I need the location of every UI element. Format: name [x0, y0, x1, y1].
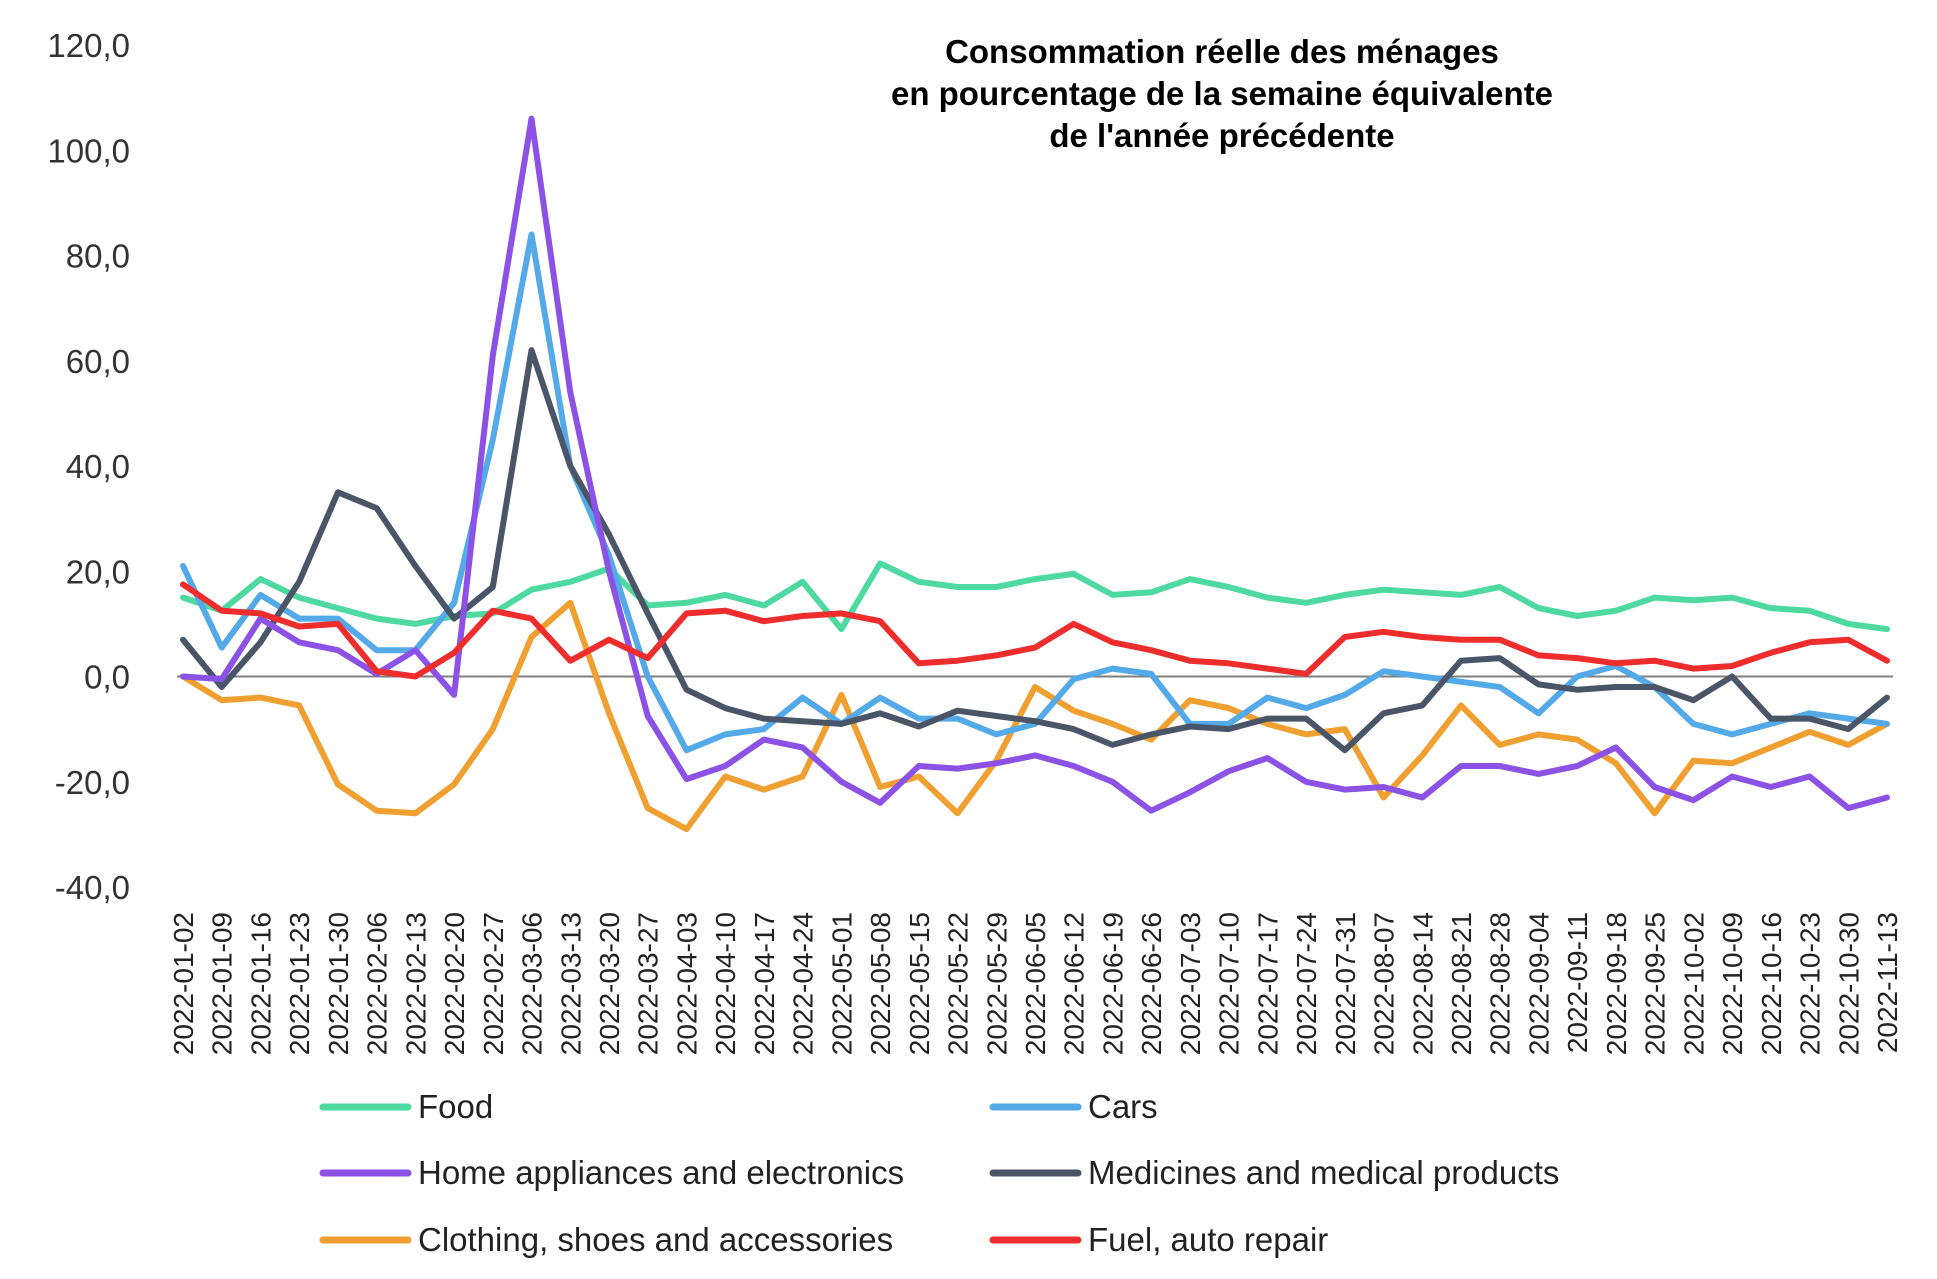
x-tick-label: 2022-02-27 — [478, 912, 509, 1055]
y-tick-label: 40,0 — [66, 448, 130, 485]
x-tick-label: 2022-08-28 — [1485, 912, 1516, 1055]
x-tick-label: 2022-08-14 — [1407, 912, 1438, 1055]
legend-item-home-appliances-and-electronics: Home appliances and electronics — [319, 1154, 904, 1191]
y-tick-label: 0,0 — [84, 659, 130, 696]
x-tick-label: 2022-04-24 — [788, 912, 819, 1055]
y-tick-label: 60,0 — [66, 343, 130, 380]
legend: Food Cars Home appliances and electronics M… — [319, 1088, 1559, 1258]
y-tick-label: 100,0 — [47, 132, 130, 169]
series-line-clothing-shoes-and-accessories — [180, 599, 1890, 833]
x-tick-label: 2022-01-02 — [168, 912, 199, 1055]
series-line-fuel-auto-repair — [180, 581, 1890, 680]
x-tick-label: 2022-09-04 — [1523, 912, 1554, 1055]
x-tick-label: 2022-10-09 — [1717, 912, 1748, 1055]
x-tick-label: 2022-06-19 — [1097, 912, 1128, 1055]
legend-label: Cars — [1088, 1088, 1158, 1125]
y-tick-label: 80,0 — [66, 238, 130, 275]
chart-title: Consommation réelle des ménages en pourc… — [891, 33, 1553, 154]
x-tick-label: 2022-08-21 — [1446, 912, 1477, 1055]
x-tick-label: 2022-04-17 — [749, 912, 780, 1055]
x-tick-label: 2022-09-18 — [1601, 912, 1632, 1055]
y-tick-label: -40,0 — [55, 869, 130, 906]
series-line-food — [180, 560, 1890, 633]
x-tick-label: 2022-02-20 — [439, 912, 470, 1055]
legend-label: Home appliances and electronics — [418, 1154, 904, 1191]
legend-label: Food — [418, 1088, 493, 1125]
x-tick-label: 2022-01-30 — [323, 912, 354, 1055]
x-tick-label: 2022-03-13 — [555, 912, 586, 1055]
y-axis: 120,0 100,0 80,0 60,0 40,0 20,0 0,0 -20,0 -40,0 — [47, 27, 130, 906]
x-tick-label: 2022-06-05 — [1020, 912, 1051, 1055]
y-tick-label: 120,0 — [47, 27, 130, 64]
x-axis: 2022-01-02 2022-01-09 2022-01-16 2022-01-23… — [168, 912, 1903, 1055]
chart-title-line-2: en pourcentage de la semaine équivalente — [891, 75, 1553, 112]
x-tick-label: 2022-09-25 — [1640, 912, 1671, 1055]
legend-item-medicines-and-medical-products: Medicines and medical products — [989, 1154, 1559, 1191]
x-tick-label: 2022-03-27 — [633, 912, 664, 1055]
x-tick-label: 2022-05-22 — [943, 912, 974, 1055]
x-tick-label: 2022-04-03 — [671, 912, 702, 1055]
legend-item-clothing-shoes-and-accessories: Clothing, shoes and accessories — [319, 1221, 893, 1258]
x-tick-label: 2022-05-15 — [904, 912, 935, 1055]
x-tick-label: 2022-10-23 — [1795, 912, 1826, 1055]
legend-item-food: Food — [319, 1088, 493, 1125]
x-tick-label: 2022-02-06 — [362, 912, 393, 1055]
x-tick-label: 2022-01-16 — [245, 912, 276, 1055]
x-tick-label: 2022-07-24 — [1291, 912, 1322, 1055]
y-tick-label: 20,0 — [66, 553, 130, 590]
x-tick-label: 2022-05-08 — [865, 912, 896, 1055]
legend-item-fuel-auto-repair: Fuel, auto repair — [989, 1221, 1328, 1258]
x-tick-label: 2022-10-30 — [1833, 912, 1864, 1055]
chart-title-line-3: de l'année précédente — [1049, 117, 1394, 154]
x-tick-label: 2022-03-06 — [517, 912, 548, 1055]
y-tick-label: -20,0 — [55, 764, 130, 801]
x-tick-label: 2022-07-17 — [1252, 912, 1283, 1055]
x-tick-label: 2022-05-01 — [826, 912, 857, 1055]
x-tick-label: 2022-11-13 — [1872, 912, 1903, 1053]
x-tick-label: 2022-07-10 — [1214, 912, 1245, 1055]
x-tick-label: 2022-06-26 — [1136, 912, 1167, 1055]
series-line-home-appliances-and-electronics — [180, 115, 1890, 814]
x-tick-label: 2022-04-10 — [710, 912, 741, 1055]
x-tick-label: 2022-09-11 — [1562, 912, 1593, 1053]
legend-item-cars: Cars — [989, 1088, 1158, 1125]
legend-label: Medicines and medical products — [1088, 1154, 1559, 1191]
legend-label: Clothing, shoes and accessories — [418, 1221, 893, 1258]
x-tick-label: 2022-01-23 — [284, 912, 315, 1055]
x-tick-label: 2022-05-29 — [981, 912, 1012, 1055]
x-tick-label: 2022-02-13 — [400, 912, 431, 1055]
x-tick-label: 2022-08-07 — [1369, 912, 1400, 1055]
x-tick-label: 2022-07-03 — [1175, 912, 1206, 1055]
x-tick-label: 2022-01-09 — [207, 912, 238, 1055]
x-tick-label: 2022-10-02 — [1678, 912, 1709, 1055]
series-lines — [180, 115, 1890, 833]
x-tick-label: 2022-06-12 — [1059, 912, 1090, 1055]
chart-title-line-1: Consommation réelle des ménages — [945, 33, 1499, 70]
x-tick-label: 2022-03-20 — [594, 912, 625, 1055]
x-tick-label: 2022-10-16 — [1756, 912, 1787, 1055]
legend-label: Fuel, auto repair — [1088, 1221, 1328, 1258]
x-tick-label: 2022-07-31 — [1330, 912, 1361, 1055]
